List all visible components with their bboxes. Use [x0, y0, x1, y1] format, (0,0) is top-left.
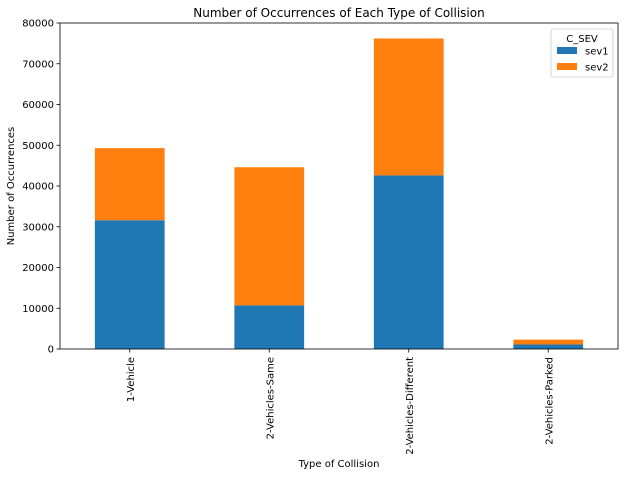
chart-title: Number of Occurrences of Each Type of Co…	[193, 6, 484, 20]
x-axis-label: Type of Collision	[298, 459, 380, 470]
y-tick-label: 70000	[22, 59, 54, 70]
bars-layer	[94, 38, 584, 349]
y-tick-label: 60000	[22, 100, 54, 111]
x-tick-label: 2-Vehicles-Different	[405, 357, 416, 455]
y-tick-label: 50000	[22, 141, 54, 152]
y-axis-label: Number of Occurrences	[6, 127, 17, 246]
y-tick-label: 0	[48, 345, 54, 356]
y-tick-label: 20000	[22, 263, 54, 274]
y-tick-label: 10000	[22, 304, 54, 315]
bar-sev1-1-vehicle	[94, 220, 165, 349]
bar-sev1-2-vehicles-different	[373, 175, 444, 349]
legend-items: sev1 sev2	[557, 47, 609, 74]
y-tick-label: 30000	[22, 222, 54, 233]
y-tick-label: 40000	[22, 182, 54, 193]
y-tick-label: 80000	[22, 19, 54, 30]
legend-swatch-sev1	[557, 47, 577, 54]
x-tick-label: 2-Vehicles-Parked	[544, 357, 555, 445]
bar-sev2-2-vehicles-parked	[513, 339, 584, 345]
x-axis: 1-Vehicle 2-Vehicles-Same 2-Vehicles-Diffe…	[126, 349, 555, 455]
bar-sev2-2-vehicles-different	[373, 38, 444, 176]
bar-sev2-2-vehicles-same	[234, 167, 305, 306]
x-tick-label: 1-Vehicle	[126, 357, 137, 402]
legend-label-sev2: sev2	[585, 63, 609, 74]
x-tick-label: 2-Vehicles-Same	[265, 357, 276, 439]
legend-title: C_SEV	[566, 34, 598, 45]
y-axis: 0 10000 20000 30000 40000 50000 60000 70000 8000…	[22, 19, 60, 356]
legend: C_SEV sev1 sev2	[550, 28, 614, 78]
bar-sev1-2-vehicles-same	[234, 305, 305, 349]
bar-sev2-1-vehicle	[94, 148, 165, 221]
legend-label-sev1: sev1	[585, 47, 609, 58]
bar-sev1-2-vehicles-parked	[513, 344, 584, 349]
legend-swatch-sev2	[557, 63, 577, 70]
